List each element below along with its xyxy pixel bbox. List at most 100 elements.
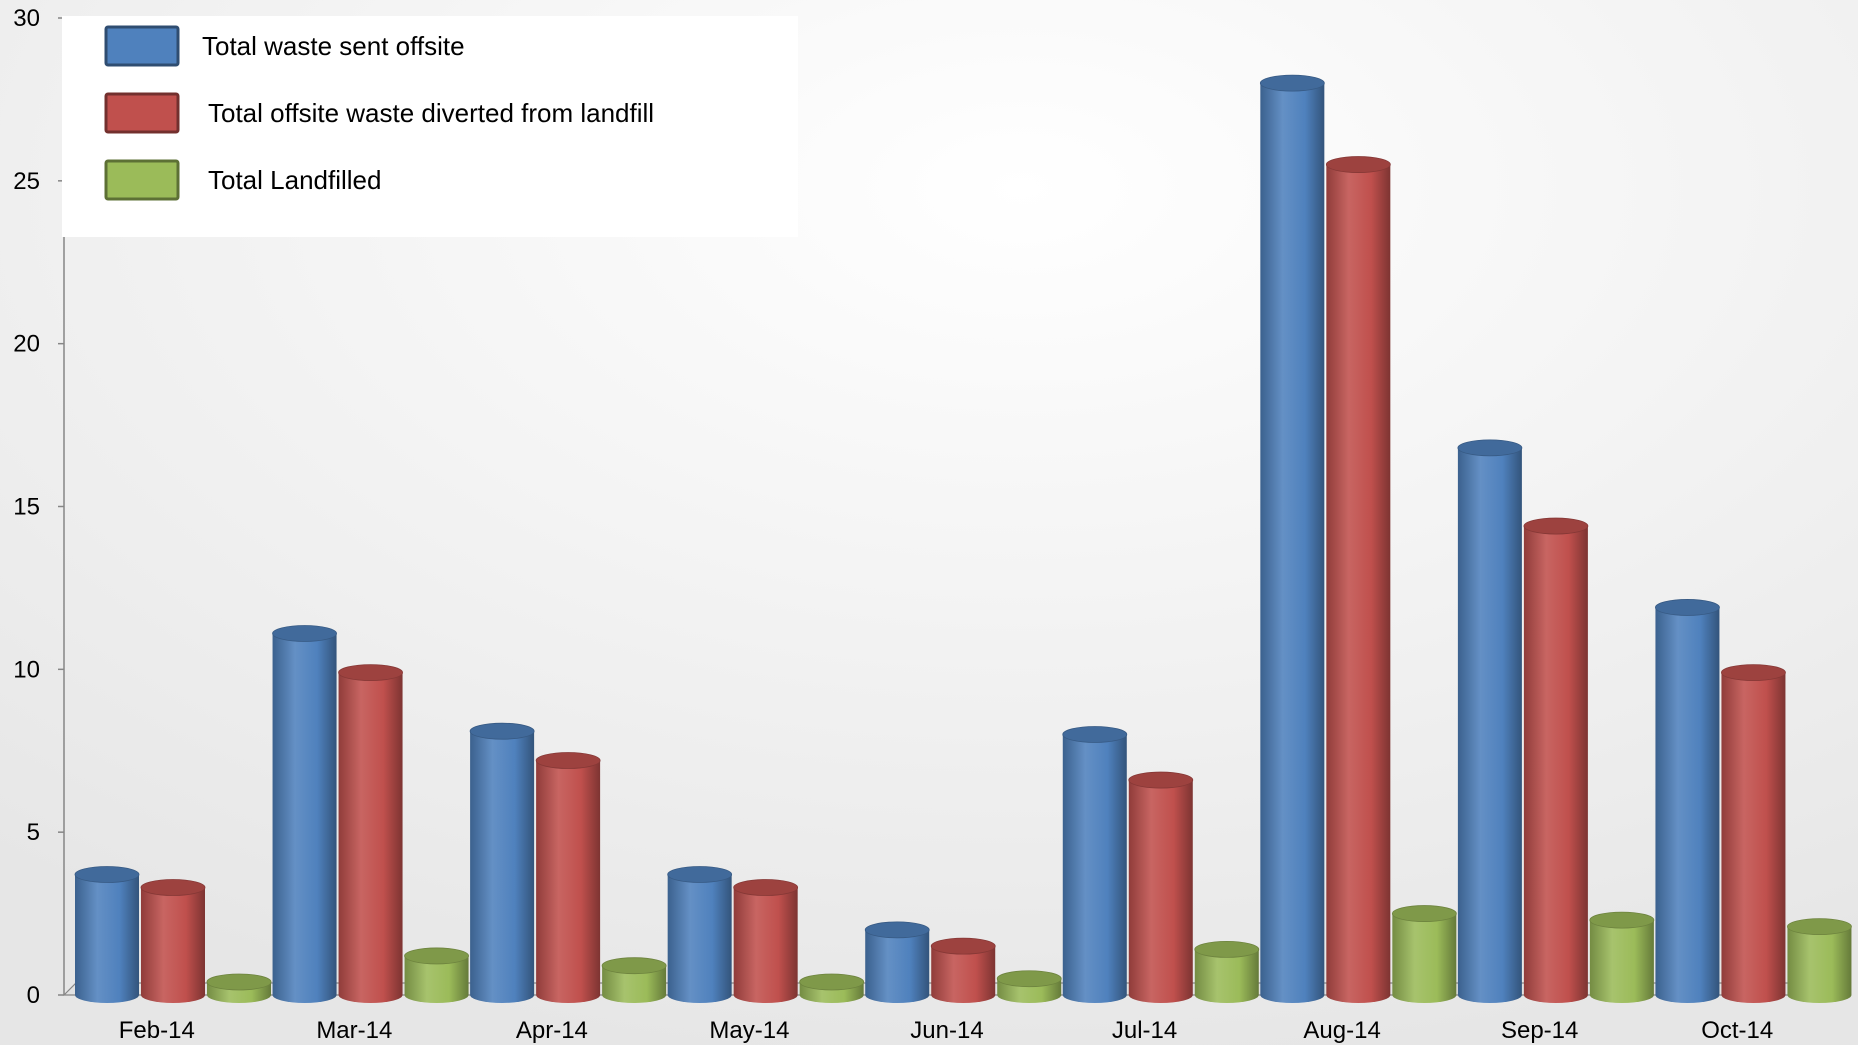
bar-body [1128, 780, 1193, 1003]
bar-top [996, 970, 1062, 988]
bar-top [799, 973, 865, 991]
bar-top [1523, 517, 1589, 535]
x-tick-label: Oct-14 [1701, 1017, 1773, 1044]
x-tick-label: May-14 [709, 1017, 789, 1044]
bar-oct-14-series-3 [1787, 918, 1852, 1003]
legend-swatch-1 [104, 25, 180, 67]
bar-top [1457, 439, 1523, 457]
bar-body [470, 731, 535, 1003]
legend-swatch-2 [104, 92, 180, 134]
bar-body [141, 887, 205, 1003]
bar-mar-14-series-1 [272, 625, 337, 1003]
bar-sep-14-series-3 [1589, 911, 1655, 1003]
bar-top [74, 866, 140, 883]
bar-aug-14-series-3 [1391, 905, 1457, 1003]
bar-jun-14-series-1 [864, 921, 930, 1003]
bar-top [1655, 599, 1720, 616]
bar-feb-14-series-2 [140, 879, 206, 1003]
x-tick-label: Mar-14 [316, 1017, 392, 1044]
bar-body [733, 887, 798, 1003]
bar-body [404, 955, 469, 1003]
bar-mar-14-series-2 [338, 664, 403, 1003]
bar-body [272, 633, 337, 1003]
bar-jul-14-series-2 [1128, 771, 1194, 1003]
bar-top [206, 973, 272, 991]
legend-label-2: Total offsite waste diverted from landfi… [208, 98, 654, 128]
bar-top [1391, 905, 1457, 922]
x-tick-label: Jun-14 [910, 1017, 983, 1044]
legend-swatch-3 [104, 159, 180, 201]
bar-body [536, 760, 601, 1003]
legend-label-1: Total waste sent offsite [202, 31, 465, 61]
y-tick-label: 10 [13, 656, 40, 683]
bar-feb-14-series-1 [74, 866, 140, 1003]
bar-body [1655, 607, 1720, 1003]
bar-top [404, 947, 469, 965]
y-tick-label: 0 [27, 982, 40, 1009]
bar-top [1787, 918, 1852, 936]
bar-top [535, 752, 601, 769]
bar-top [1721, 664, 1786, 681]
bar-jul-14-series-3 [1194, 941, 1260, 1003]
bar-body [1392, 913, 1457, 1003]
bar-top [140, 879, 206, 896]
bar-top [1062, 726, 1128, 743]
bar-top [1194, 941, 1260, 958]
bar-body [931, 946, 996, 1003]
bar-top [1259, 74, 1325, 92]
bar-top [1128, 771, 1194, 789]
bar-body [1260, 83, 1325, 1004]
y-tick-label: 25 [13, 168, 40, 195]
bar-body [75, 874, 139, 1003]
bar-feb-14-series-3 [206, 973, 272, 1003]
bar-aug-14-series-1 [1259, 74, 1325, 1004]
bar-body [602, 965, 667, 1003]
bar-body [1457, 447, 1522, 1003]
bar-top [667, 866, 733, 883]
bar-top [272, 625, 337, 642]
bar-oct-14-series-2 [1721, 664, 1786, 1003]
bar-aug-14-series-2 [1325, 156, 1391, 1004]
bar-apr-14-series-3 [601, 957, 667, 1003]
bar-jun-14-series-3 [996, 970, 1062, 1003]
x-tick-label: Apr-14 [516, 1017, 588, 1044]
bar-oct-14-series-1 [1655, 599, 1720, 1003]
bar-body [1589, 920, 1654, 1003]
bar-body [1787, 926, 1852, 1003]
bar-top [733, 879, 799, 896]
bar-sep-14-series-1 [1457, 439, 1523, 1003]
bar-top [601, 957, 667, 975]
x-tick-label: Sep-14 [1501, 1017, 1578, 1044]
legend: Total waste sent offsite Total offsite wa… [62, 16, 798, 237]
bar-body [865, 929, 930, 1003]
bar-body [1523, 526, 1588, 1003]
bar-body [1062, 734, 1127, 1003]
bar-body [1721, 672, 1786, 1003]
bar-may-14-series-2 [733, 879, 799, 1003]
bar-body [1326, 164, 1391, 1004]
bar-sep-14-series-2 [1523, 517, 1589, 1003]
x-tick-label: Jul-14 [1112, 1017, 1177, 1044]
bar-jun-14-series-2 [930, 937, 996, 1003]
x-tick-label: Feb-14 [119, 1017, 195, 1044]
bar-top [1589, 911, 1655, 929]
bar-body [1194, 949, 1259, 1003]
bar-may-14-series-3 [799, 973, 865, 1003]
legend-box [62, 16, 798, 237]
bar-top [338, 664, 403, 681]
legend-label-3: Total Landfilled [208, 165, 381, 195]
bar-apr-14-series-2 [535, 752, 601, 1003]
bar-top [864, 921, 930, 939]
x-axis-labels: Feb-14 Mar-14 Apr-14 May-14 Jun-14 Jul-14 Aug-… [119, 1017, 1773, 1044]
bar-top [469, 722, 535, 740]
bars [74, 74, 1852, 1004]
bar-body [667, 874, 732, 1003]
bar-may-14-series-1 [667, 866, 733, 1003]
y-tick-label: 15 [13, 494, 40, 521]
bar-top [1325, 156, 1391, 173]
y-tick-label: 5 [27, 819, 40, 846]
bar-body [338, 672, 403, 1003]
bar-jul-14-series-1 [1062, 726, 1128, 1003]
